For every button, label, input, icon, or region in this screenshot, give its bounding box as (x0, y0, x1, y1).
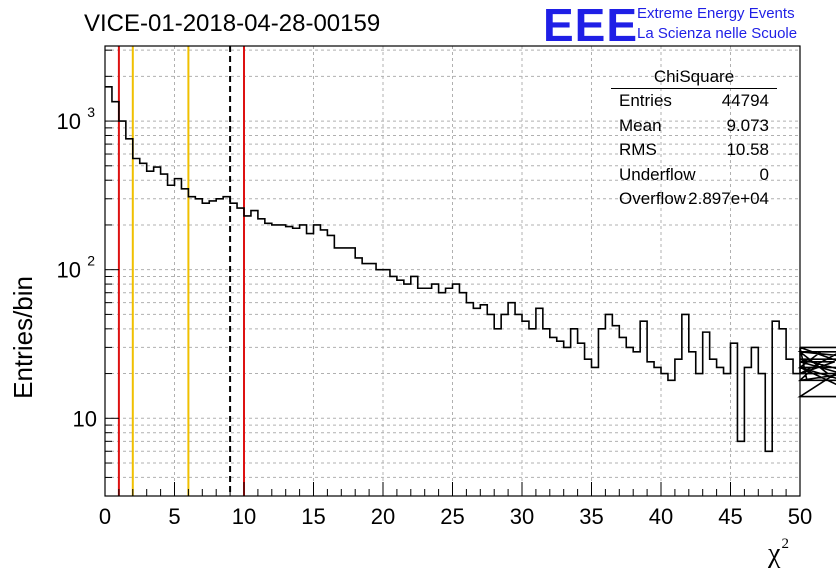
stats-value: 2.897e+04 (688, 189, 769, 208)
logo-caption-line1: Extreme Energy Events (637, 5, 795, 22)
eee-logo: EEE (543, 0, 639, 51)
stats-row: RMS 10.58 (611, 140, 777, 165)
x-tick-label: 0 (99, 504, 111, 529)
y-tick-labels: 10 10 2 10 3 (57, 104, 97, 431)
x-tick-label: 5 (168, 504, 180, 529)
stats-row: Overflow 2.897e+04 (611, 189, 777, 214)
logo-caption: Extreme Energy Events La Scienza nelle S… (637, 4, 797, 44)
y-tick-label: 10 (57, 109, 81, 134)
x-tick-label: 25 (440, 504, 464, 529)
stats-value: 0 (759, 164, 769, 184)
stats-box-title: ChiSquare (611, 67, 777, 89)
x-tick-label: 40 (649, 504, 673, 529)
stats-value: 9.073 (726, 115, 769, 135)
y-tick-exponent: 2 (87, 253, 95, 269)
stats-label: Entries (619, 91, 672, 110)
histogram-series (105, 86, 836, 453)
x-tick-label: 30 (510, 504, 534, 529)
y-tick-label: 10 (73, 406, 97, 431)
x-tick-label: 20 (371, 504, 395, 529)
stats-value: 10.58 (726, 140, 769, 159)
grid-lines (105, 46, 800, 497)
x-tick-label: 45 (718, 504, 742, 529)
logo-caption-line2: La Scienza nelle Scuole (637, 25, 798, 42)
stats-row: Underflow 0 (611, 165, 777, 190)
stats-label: Underflow (619, 164, 696, 184)
chart-title: VICE-01-2018-04-28-00159 (84, 10, 381, 37)
stats-value: 44794 (721, 91, 769, 110)
stats-box: ChiSquare Entries 44794 Mean 9.073 RMS 1… (611, 67, 777, 214)
x-tick-label: 10 (232, 504, 256, 529)
x-tick-label: 35 (579, 504, 603, 529)
x-tick-labels: 0 5 10 15 20 25 30 35 40 45 50 (99, 504, 812, 529)
stats-label: Overflow (619, 189, 687, 208)
x-tick-label: 15 (301, 504, 325, 529)
stats-row: Mean 9.073 (611, 116, 777, 141)
x-axis-label: χ2 (768, 536, 789, 569)
y-tick-exponent: 3 (87, 104, 95, 120)
x-tick-label: 50 (788, 504, 812, 529)
y-tick-label: 10 (57, 258, 81, 283)
stats-label: RMS (619, 140, 657, 159)
stats-label: Mean (619, 115, 662, 135)
y-axis-label: Entries/bin (8, 276, 38, 399)
marker-lines (117, 46, 245, 496)
axis-ticks (104, 49, 801, 497)
stats-row: Entries 44794 (611, 91, 777, 116)
